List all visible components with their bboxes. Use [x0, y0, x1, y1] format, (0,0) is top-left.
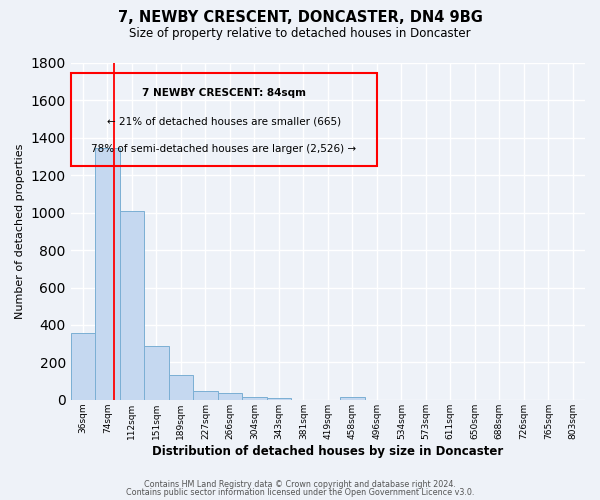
Text: 7, NEWBY CRESCENT, DONCASTER, DN4 9BG: 7, NEWBY CRESCENT, DONCASTER, DN4 9BG — [118, 10, 482, 25]
Text: ← 21% of detached houses are smaller (665): ← 21% of detached houses are smaller (66… — [107, 116, 341, 126]
Bar — [119, 211, 144, 400]
Bar — [193, 392, 218, 400]
Bar — [95, 148, 119, 400]
Text: 7 NEWBY CRESCENT: 84sqm: 7 NEWBY CRESCENT: 84sqm — [142, 88, 305, 99]
Bar — [218, 393, 242, 400]
Text: Size of property relative to detached houses in Doncaster: Size of property relative to detached ho… — [129, 28, 471, 40]
X-axis label: Distribution of detached houses by size in Doncaster: Distribution of detached houses by size … — [152, 444, 503, 458]
Bar — [169, 376, 193, 400]
Bar — [242, 397, 266, 400]
Bar — [340, 397, 365, 400]
Bar — [71, 334, 95, 400]
Y-axis label: Number of detached properties: Number of detached properties — [15, 144, 25, 319]
Bar — [266, 398, 291, 400]
Text: 78% of semi-detached houses are larger (2,526) →: 78% of semi-detached houses are larger (… — [91, 144, 356, 154]
Text: Contains HM Land Registry data © Crown copyright and database right 2024.: Contains HM Land Registry data © Crown c… — [144, 480, 456, 489]
Bar — [144, 346, 169, 400]
Text: Contains public sector information licensed under the Open Government Licence v3: Contains public sector information licen… — [126, 488, 474, 497]
